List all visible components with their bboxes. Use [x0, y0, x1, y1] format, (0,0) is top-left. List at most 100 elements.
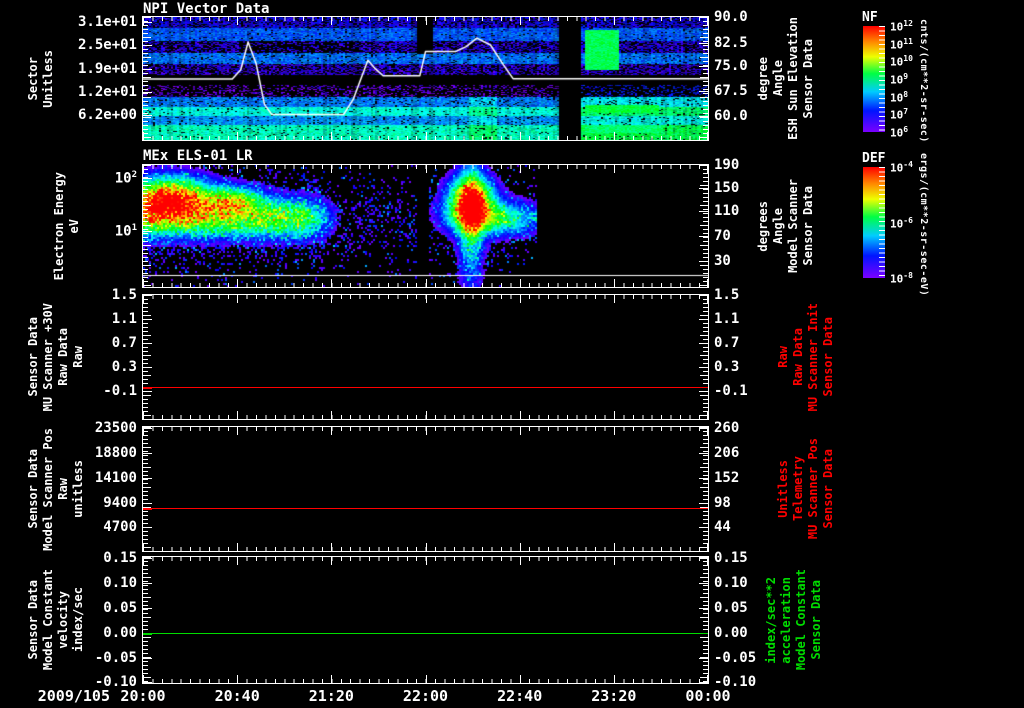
- time-major-tick: [426, 295, 427, 303]
- axis-label-line: MU Scanner Init: [806, 302, 820, 412]
- time-major-tick: [614, 17, 615, 25]
- y-major-tick-right: [699, 367, 708, 368]
- y-major-tick-left: [143, 503, 152, 504]
- y-major-tick-right: [699, 583, 708, 584]
- mu30-left-tick-label: 1.5: [111, 287, 137, 303]
- panel-mu30-plot-area: [142, 294, 709, 420]
- els-left-tick-label: 101: [114, 223, 137, 240]
- NF-scale-label: 108: [890, 89, 909, 105]
- vel-left-tick-label: 0.10: [103, 574, 137, 591]
- time-major-tick: [237, 427, 238, 435]
- y-mid-ticks-left: [143, 165, 151, 287]
- y-major-tick-right: [699, 211, 708, 212]
- els-right-tick-label: 190: [714, 157, 740, 173]
- exponent: 9: [903, 72, 909, 81]
- axis-label-line: acceleration: [779, 576, 793, 664]
- panel-pos-plot-area: [142, 426, 709, 552]
- els-left-tick-label: 102: [114, 170, 137, 187]
- vel-left-tick-label: 0.00: [103, 624, 137, 641]
- time-major-tick: [237, 411, 238, 419]
- mu30-right-tick-label: -0.1: [714, 382, 748, 399]
- time-major-tick: [237, 132, 238, 140]
- npi-spectrogram-canvas: [143, 17, 708, 140]
- els-right-tick-label: 110: [714, 203, 740, 220]
- panel-title-els: MEx ELS-01 LR: [143, 148, 253, 164]
- panel-vel-plot-area: [142, 556, 709, 684]
- y-major-tick-right: [699, 261, 708, 262]
- els-right-tick-label: 150: [714, 180, 740, 197]
- y-major-tick-right: [699, 558, 708, 559]
- x-axis-time-label: 21:20: [308, 687, 354, 705]
- y-major-tick-right: [699, 188, 708, 189]
- NF-colorbar-ticks: [879, 26, 885, 132]
- npi-left-tick-label: 2.5e+01: [77, 37, 137, 54]
- vel-right-tick-label: -0.05: [714, 650, 757, 667]
- time-major-tick: [237, 543, 238, 551]
- axis-label-line: ESH Sun Elevation: [786, 17, 800, 140]
- time-major-tick: [237, 17, 238, 25]
- pos-data-line: [143, 508, 708, 509]
- y-major-tick-left: [143, 115, 152, 116]
- DEF-unit-label: ergs/(cm**2-sr-sec-eV): [918, 153, 929, 296]
- time-major-tick: [331, 165, 332, 173]
- axis-label-line: Raw Data: [791, 328, 805, 386]
- y-major-tick-left: [143, 295, 152, 296]
- vel-right-axis-label: Sensor Data Model Constant acceleration ind…: [764, 557, 824, 683]
- axis-label-line: MU Scanner +30V: [41, 302, 55, 412]
- npi-right-axis-label: Sensor Data ESH Sun Elevation Angle degree: [756, 17, 816, 140]
- x-axis-date-label: 2009/105: [37, 687, 110, 705]
- NF-colorbar: [863, 26, 885, 132]
- y-major-tick-left: [143, 658, 152, 659]
- y-major-tick-left: [143, 558, 152, 559]
- y-major-tick-right: [699, 527, 708, 528]
- time-major-tick: [237, 279, 238, 287]
- y-major-tick-right: [699, 319, 708, 320]
- npi-right-tick-label: 75.0: [714, 58, 748, 75]
- axis-label-line: Sector: [26, 56, 40, 101]
- axis-label-line: Model Scanner Pos: [41, 427, 55, 551]
- y-mid-ticks-left: [143, 17, 151, 140]
- y-major-tick-left: [143, 682, 152, 683]
- npi-left-tick-label: 6.2e+00: [77, 107, 137, 124]
- vel-left-axis-label: Sensor Data Model Constant velocity index/s…: [26, 557, 86, 683]
- axis-label-line: Angle: [771, 60, 785, 97]
- y-major-tick-right: [699, 453, 708, 454]
- axis-label-line: unitless: [71, 460, 85, 518]
- time-major-tick: [331, 17, 332, 25]
- time-major-tick: [426, 132, 427, 140]
- axis-label-line: index/sec**2: [764, 576, 778, 664]
- time-minor-ticks-top: [143, 295, 708, 299]
- axis-label-line: Model Constant: [794, 569, 808, 671]
- axis-label-line: Electron Energy: [52, 171, 66, 281]
- els-right-tick-label: 70: [714, 227, 731, 244]
- y-major-tick-right: [699, 116, 708, 117]
- exponent: 1: [131, 223, 137, 233]
- mu30-left-tick-label: 1.1: [111, 311, 137, 328]
- time-minor-ticks-bottom: [143, 136, 708, 140]
- axis-label-line: Sensor Data: [26, 317, 40, 397]
- els-right-axis-label: Sensor Data Model Scanner Angle degrees: [756, 165, 816, 287]
- y-major-tick-right: [699, 391, 708, 392]
- time-minor-ticks-bottom: [143, 283, 708, 287]
- time-minor-ticks-bottom: [143, 679, 708, 683]
- y-major-tick-right: [699, 165, 708, 166]
- time-major-tick: [426, 279, 427, 287]
- axis-label-line: degree: [756, 56, 770, 101]
- time-major-tick: [614, 165, 615, 173]
- vel-data-line-axis-tick: [143, 633, 152, 635]
- vel-right-tick-label: 0.15: [714, 550, 748, 567]
- time-major-tick: [331, 675, 332, 683]
- time-major-tick: [331, 557, 332, 565]
- axis-label-line: Sensor Data: [809, 580, 823, 660]
- DEF-colorbar: [863, 167, 885, 278]
- mu30-right-tick-label: 1.1: [714, 311, 740, 328]
- axis-label-line: Sensor Data: [821, 449, 835, 529]
- npi-right-tick-label: 67.5: [714, 83, 748, 100]
- pos-right-tick-label: 98: [714, 494, 731, 511]
- exponent: 8: [903, 89, 909, 99]
- pos-right-tick-label: 44: [714, 519, 731, 536]
- time-major-tick: [614, 675, 615, 683]
- y-major-tick-left: [143, 343, 152, 344]
- mu30-right-axis-label: Sensor Data MU Scanner Init Raw Data Raw: [776, 295, 836, 419]
